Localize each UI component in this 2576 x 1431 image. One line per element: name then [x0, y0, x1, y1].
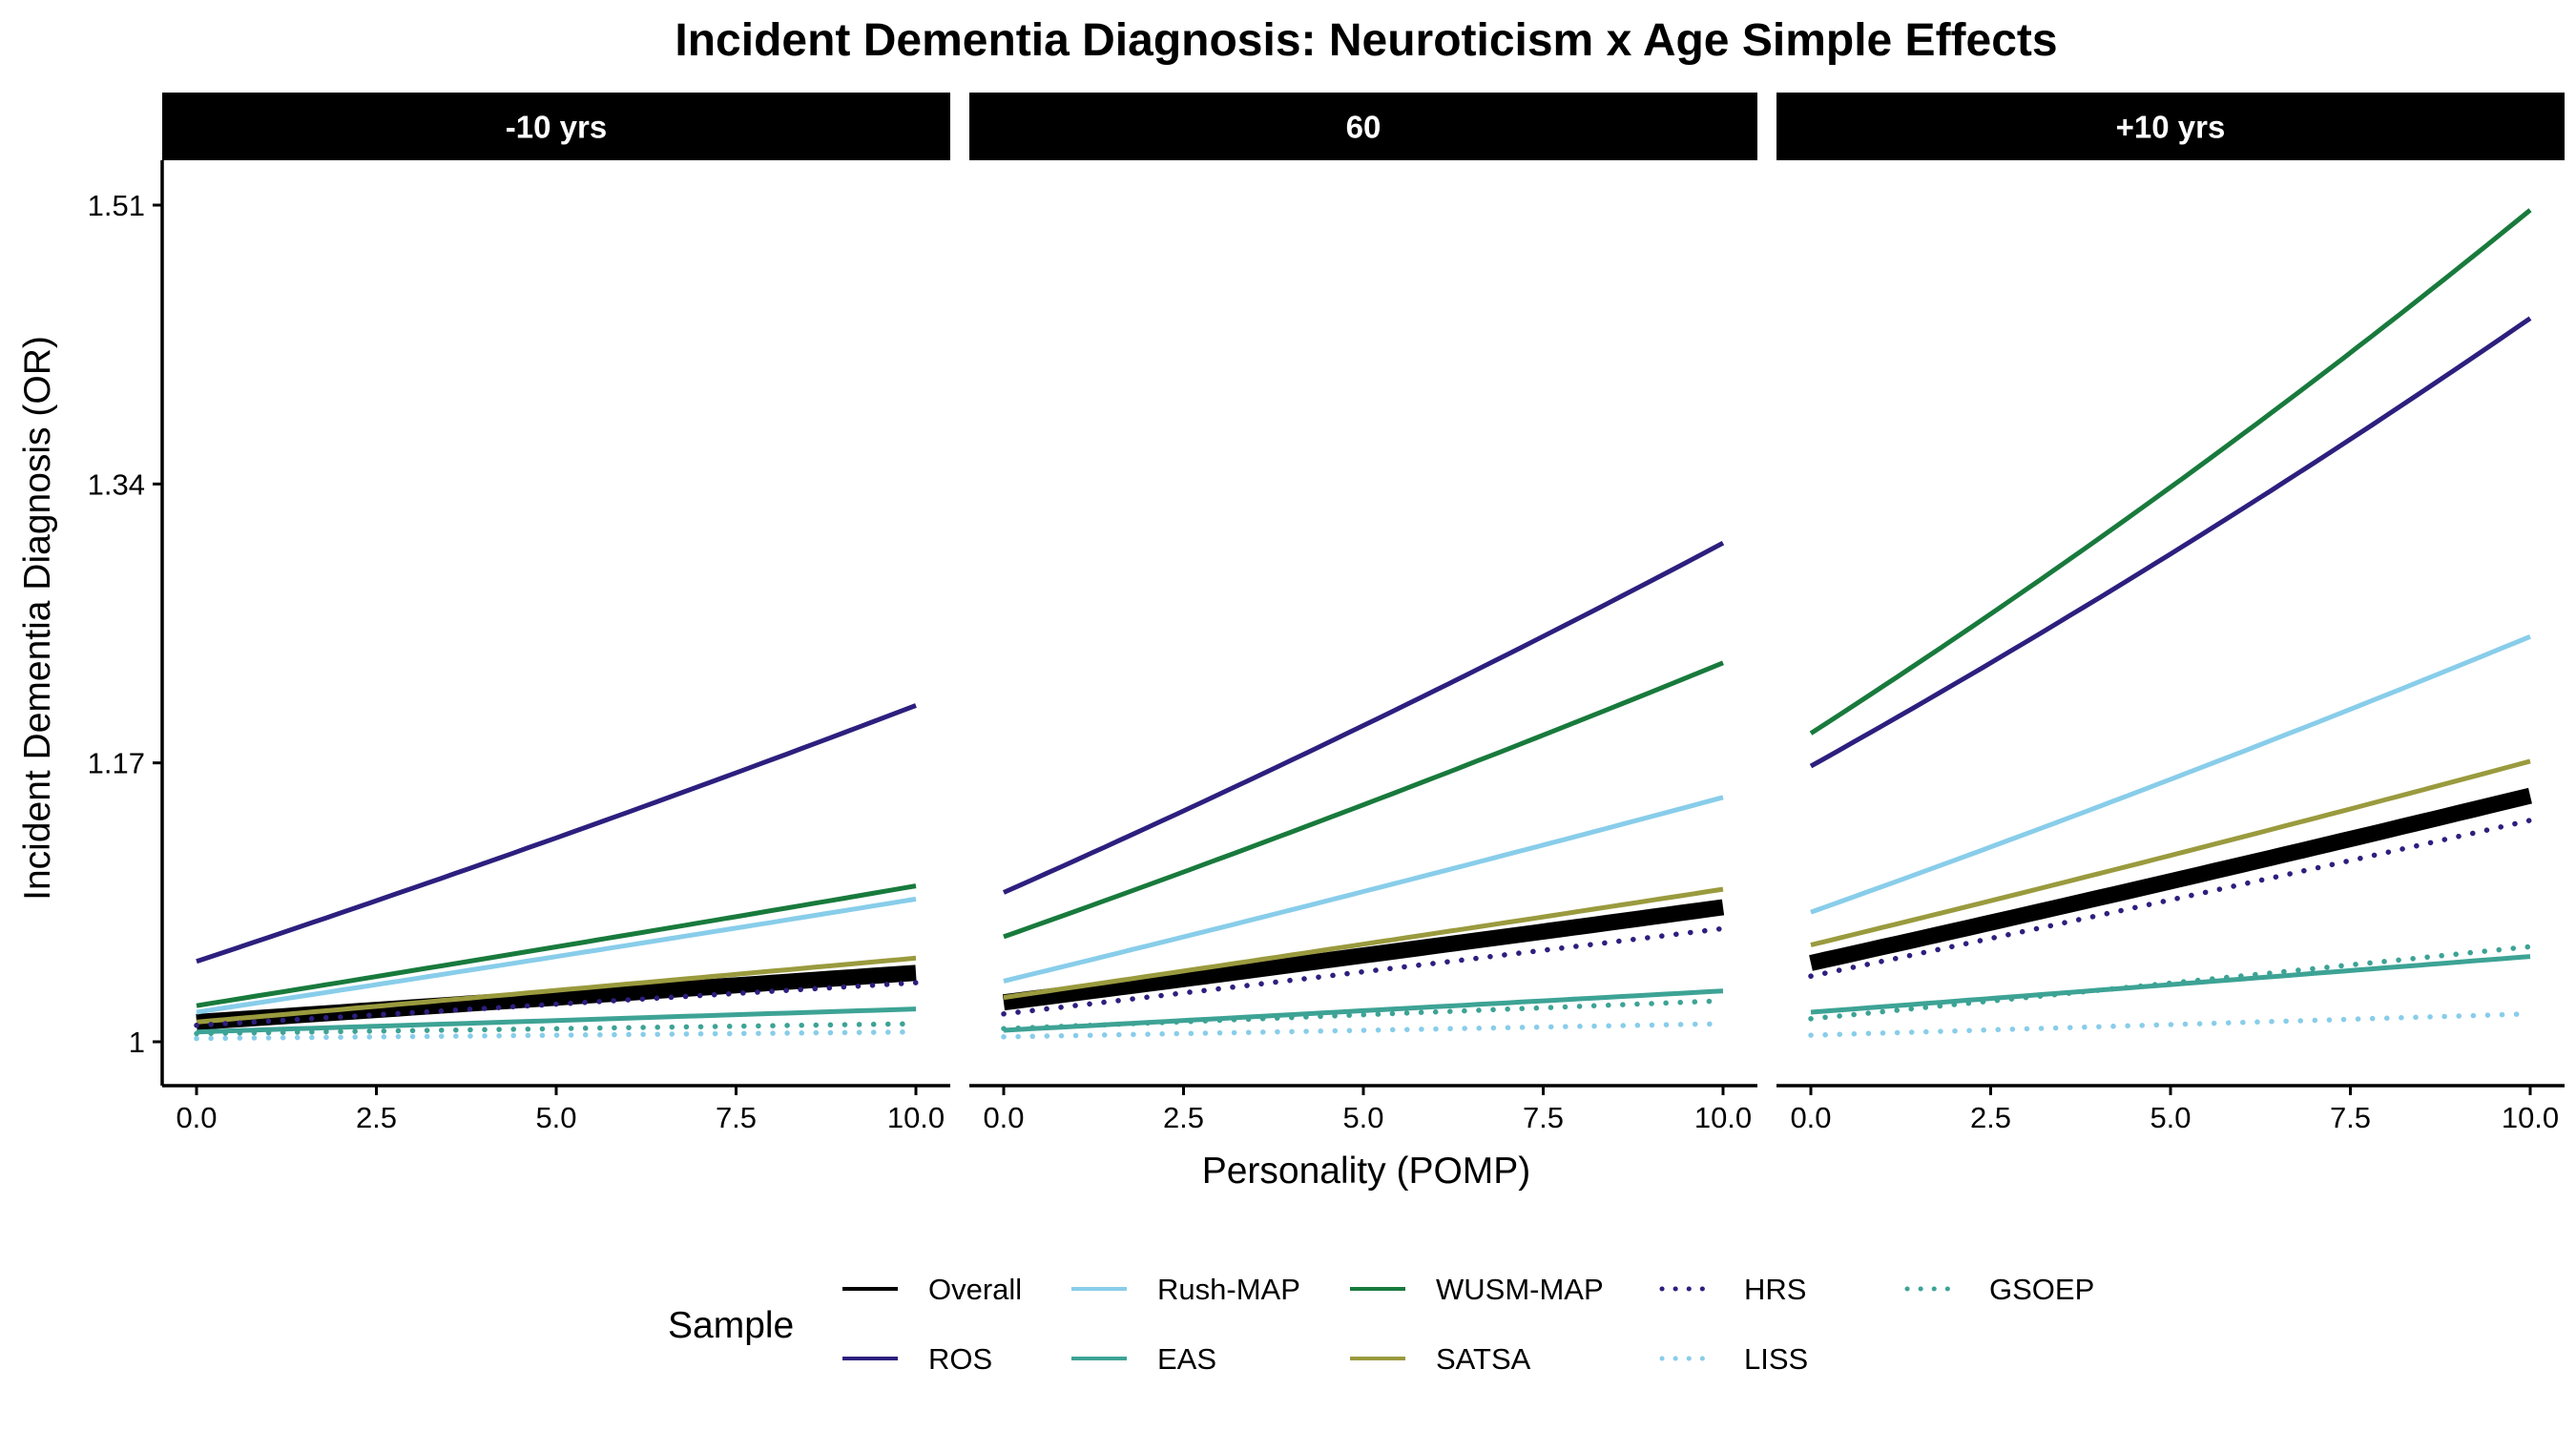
series-line-gsoep — [1808, 944, 2533, 1022]
chart-title: Incident Dementia Diagnosis: Neuroticism… — [675, 15, 2057, 66]
x-tick-label: 0.0 — [983, 1101, 1024, 1134]
legend-item-eas: EAS — [1071, 1342, 1216, 1376]
series-line-ros — [196, 703, 917, 964]
series-line-wusm-map — [1809, 208, 2532, 736]
x-tick-label: 10.0 — [2502, 1101, 2559, 1134]
facet-panel-minus-10-yrs: -10 yrs 1 1.17 1.34 1.51 0.0 2.5 5.0 7.5 10.0 — [88, 93, 950, 1134]
legend-label: Rush-MAP — [1157, 1273, 1300, 1306]
facet-panel-60: 60 0.0 2.5 5.0 7.5 10.0 — [969, 93, 1757, 1134]
y-tick-label: 1.17 — [88, 747, 145, 780]
series-group — [194, 703, 919, 1042]
series-line-liss — [194, 1028, 919, 1042]
legend-label: SATSA — [1436, 1342, 1531, 1376]
x-tick-label: 5.0 — [535, 1101, 576, 1134]
legend-items: Overall ROS Rush-MAP EAS WUSM-MAP SATSA HRS LIS… — [842, 1273, 2094, 1376]
legend-label: HRS — [1744, 1273, 1806, 1306]
legend-item-satsa: SATSA — [1350, 1342, 1531, 1376]
series-line-wusm-map — [1003, 660, 1724, 940]
series-line-satsa — [196, 955, 917, 1025]
legend-label: ROS — [928, 1342, 992, 1376]
facet-strip-label: +10 yrs — [2116, 110, 2226, 145]
x-axis-label: Personality (POMP) — [1202, 1151, 1531, 1192]
series-line-liss — [1808, 1011, 2533, 1038]
facet-panel-plusminus-10-yrs: +10 yrs 0.0 2.5 5.0 7.5 10.0 — [1776, 93, 2565, 1134]
legend-label: WUSM-MAP — [1436, 1273, 1604, 1306]
x-tick-label: 7.5 — [2330, 1101, 2371, 1134]
x-tick-label: 7.5 — [716, 1101, 757, 1134]
series-line-rush-map — [1003, 795, 1724, 984]
facet-panels: -10 yrs 1 1.17 1.34 1.51 0.0 2.5 5.0 7.5 10.0 60 0.… — [88, 93, 2565, 1134]
facet-strip-label: -10 yrs — [506, 110, 607, 145]
series-line-wusm-map — [196, 883, 917, 1008]
series-line-satsa — [1810, 758, 2531, 947]
facet-strip-plusminus-10-yrs — [1776, 93, 2565, 160]
legend-title: Sample — [668, 1305, 794, 1346]
series-line-ros — [1809, 316, 2532, 769]
series-line-hrs — [194, 980, 919, 1028]
x-tick-label: 5.0 — [2150, 1101, 2191, 1134]
series-line-liss — [1001, 1021, 1726, 1040]
x-tick-label: 5.0 — [1342, 1101, 1383, 1134]
x-tick-label: 0.0 — [1790, 1101, 1831, 1134]
series-group — [1001, 540, 1726, 1040]
legend: Sample Overall ROS Rush-MAP EAS WUSM-MAP SATS… — [668, 1273, 2094, 1376]
series-line-ros — [1002, 540, 1725, 895]
series-line-rush-map — [196, 896, 917, 1015]
series-line-overall — [1809, 787, 2532, 971]
legend-label: GSOEP — [1989, 1273, 2094, 1306]
series-line-hrs — [1808, 818, 2533, 979]
series-line-overall — [1002, 899, 1725, 1011]
x-tick-label: 2.5 — [1163, 1101, 1204, 1134]
series-line-eas — [1003, 988, 1724, 1033]
legend-item-hrs: HRS — [1659, 1273, 1806, 1306]
legend-label: LISS — [1744, 1342, 1808, 1376]
x-tick-label: 10.0 — [887, 1101, 945, 1134]
facet-strip-60 — [969, 93, 1757, 160]
y-tick-label: 1.51 — [88, 189, 145, 222]
y-tick-label: 1.34 — [88, 467, 145, 501]
legend-item-overall: Overall — [842, 1273, 1022, 1306]
series-line-rush-map — [1810, 633, 2531, 915]
facet-strip-label: 60 — [1346, 110, 1381, 145]
x-tick-label: 2.5 — [356, 1101, 397, 1134]
series-line-gsoep — [1001, 998, 1726, 1031]
legend-label: EAS — [1157, 1342, 1216, 1376]
series-line-hrs — [1001, 925, 1726, 1017]
series-line-eas — [196, 1006, 917, 1035]
legend-item-rush-map: Rush-MAP — [1071, 1273, 1300, 1306]
series-line-satsa — [1003, 886, 1724, 1001]
y-axis-label: Incident Dementia Diagnosis (OR) — [17, 336, 58, 901]
legend-item-liss: LISS — [1659, 1342, 1808, 1376]
series-group — [1808, 208, 2533, 1038]
x-tick-label: 10.0 — [1694, 1101, 1752, 1134]
x-tick-label: 2.5 — [1970, 1101, 2011, 1134]
x-tick-label: 7.5 — [1523, 1101, 1564, 1134]
facet-strip-minus-10-yrs — [162, 93, 950, 160]
series-line-gsoep — [194, 1021, 919, 1037]
x-tick-label: 0.0 — [176, 1101, 217, 1134]
legend-item-wusm-map: WUSM-MAP — [1350, 1273, 1604, 1306]
y-tick-label: 1 — [129, 1026, 145, 1059]
legend-item-ros: ROS — [842, 1342, 992, 1376]
legend-item-gsoep: GSOEP — [1904, 1273, 2094, 1306]
legend-label: Overall — [928, 1273, 1022, 1306]
